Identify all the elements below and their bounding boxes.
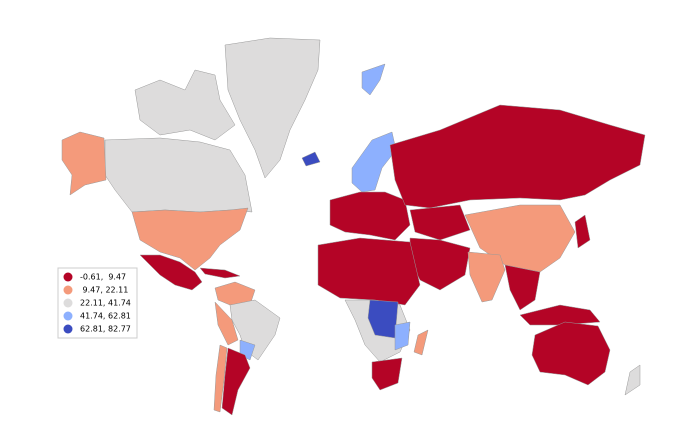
svalbard bbox=[361, 63, 386, 96]
dr-congo bbox=[367, 299, 399, 339]
new-zealand bbox=[624, 364, 641, 396]
iceland bbox=[301, 151, 321, 167]
north-africa bbox=[317, 237, 421, 306]
legend-label: 62.81, 82.77 bbox=[80, 325, 131, 334]
mexico bbox=[139, 254, 203, 291]
japan bbox=[574, 214, 591, 249]
india bbox=[467, 251, 506, 303]
europe bbox=[329, 191, 411, 241]
legend-marker bbox=[63, 311, 73, 321]
australia bbox=[531, 321, 611, 386]
legend-label: 22.11, 41.74 bbox=[80, 299, 131, 308]
usa bbox=[131, 207, 249, 271]
south-africa bbox=[371, 357, 403, 391]
caribbean bbox=[199, 267, 241, 279]
argentina bbox=[221, 347, 251, 416]
legend-marker bbox=[63, 324, 73, 334]
legend-label: 9.47, 22.11 bbox=[80, 286, 128, 295]
peru bbox=[214, 301, 239, 346]
scandinavia bbox=[351, 131, 397, 193]
chile bbox=[213, 344, 228, 413]
legend: -0.61, 9.47 9.47, 22.11 22.11, 41.74 41.74… bbox=[57, 267, 138, 339]
legend-marker bbox=[63, 285, 73, 295]
east-africa bbox=[394, 321, 411, 351]
canada bbox=[104, 137, 253, 213]
southeast-asia bbox=[504, 264, 541, 311]
central-asia bbox=[409, 204, 471, 241]
russia bbox=[389, 104, 646, 209]
world-map bbox=[61, 37, 646, 416]
legend-label: -0.61, 9.47 bbox=[80, 273, 126, 282]
madagascar bbox=[413, 329, 429, 356]
legend-label: 41.74, 62.81 bbox=[80, 312, 131, 321]
indonesia bbox=[519, 304, 601, 326]
greenland bbox=[224, 37, 321, 179]
legend-marker bbox=[63, 272, 73, 282]
brazil bbox=[229, 299, 281, 361]
arctic-islands bbox=[134, 69, 236, 141]
alaska bbox=[61, 131, 107, 196]
legend-marker bbox=[63, 298, 73, 308]
